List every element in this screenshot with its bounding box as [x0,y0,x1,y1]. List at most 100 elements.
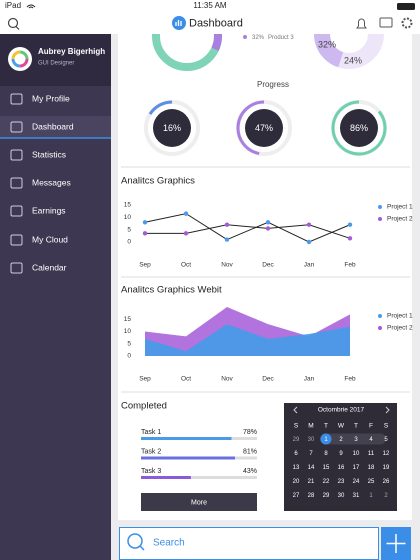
calendar-day[interactable]: 5 [384,437,388,443]
nav-icon [10,205,23,217]
weekday: M [308,423,313,430]
calendar-day[interactable]: 8 [324,451,328,457]
profile-role: GUI Designer [38,61,74,67]
legend-label: Project 1 [387,313,413,320]
x-tick-label: Nov [221,376,233,383]
calendar-day[interactable]: 23 [338,479,345,485]
task-name: Task 2 [141,448,161,455]
progress-label: 86% [350,123,368,133]
x-tick-label: Feb [344,262,356,269]
battery [397,3,415,10]
y-tick-label: 10 [124,214,132,221]
calendar-day[interactable]: 2 [339,437,343,443]
calendar-day[interactable]: 11 [368,451,375,457]
selected-week-bg [320,433,386,445]
chat-icon[interactable] [379,17,393,28]
calendar-day[interactable]: 29 [293,437,300,443]
point [183,211,189,216]
calendar-day[interactable]: 18 [368,465,375,471]
calendar-day[interactable]: 24 [353,479,360,485]
nav-item[interactable]: Earnings [32,205,66,215]
calendar-day[interactable]: 17 [353,465,360,471]
progress-center [245,109,283,147]
x-tick-label: Feb [344,376,356,383]
point [142,231,148,236]
legend-label: Product 3 [268,35,294,41]
point [224,237,230,242]
calendar-day[interactable]: 28 [308,493,315,499]
calendar-day[interactable]: 29 [323,493,330,499]
calendar-day[interactable]: 22 [323,479,330,485]
calendar-day[interactable]: 21 [308,479,315,485]
calendar-day[interactable]: 19 [383,465,390,471]
calendar-next[interactable] [385,406,390,414]
calendar-day[interactable]: 6 [294,451,298,457]
nav-item[interactable]: Statistics [32,149,66,159]
legend-dot [243,35,247,39]
nav-item[interactable]: Dashboard [32,121,74,131]
calendar-day[interactable]: 9 [339,451,343,457]
x-tick-label: Jan [304,376,315,383]
avatar-ring [11,50,29,68]
calendar-day[interactable]: 27 [293,493,300,499]
bell-icon[interactable] [356,18,367,29]
calendar-day[interactable]: 1 [324,437,328,443]
nav-item[interactable]: My Cloud [32,234,68,244]
weekday: W [338,423,345,430]
calendar-title: Octombrie 2017 [318,407,365,414]
calendar-day[interactable]: 3 [354,437,358,443]
nav-item[interactable]: Messages [32,177,71,187]
section-title: Progress [257,80,289,89]
legend-label: Project 2 [387,216,413,223]
y-tick-label: 0 [127,353,131,360]
donut-label: 24% [344,55,362,65]
calendar-day[interactable]: 14 [308,465,315,471]
point [347,222,353,227]
legend-dot [378,205,382,209]
task-bar [141,437,232,440]
search-icon[interactable] [7,17,19,29]
search-box-icon [127,533,143,549]
add-icon [386,534,406,553]
legend-dot [378,326,382,330]
calendar-prev[interactable] [293,406,298,414]
calendar-day[interactable]: 15 [323,465,330,471]
calendar-day[interactable]: 16 [338,465,345,471]
calendar-day[interactable]: 12 [383,451,390,457]
calendar-day[interactable]: 2 [384,493,388,499]
x-tick-label: Jan [304,262,315,269]
search-box-icon-handle [139,545,145,551]
settings-icon[interactable] [401,17,413,29]
calendar-day[interactable]: 4 [369,437,373,443]
nav-item[interactable]: Calendar [32,262,67,272]
x-tick-label: Nov [221,262,233,269]
task-name: Task 1 [141,429,161,436]
calendar-day[interactable]: 25 [368,479,375,485]
nav-item[interactable]: My Profile [32,93,70,103]
point [183,231,189,236]
calendar-day[interactable]: 10 [353,451,360,457]
calendar-day[interactable]: 1 [369,493,373,499]
x-tick-label: Sep [139,376,151,383]
more-button[interactable] [141,493,257,511]
progress-label: 47% [255,123,273,133]
calendar-day[interactable]: 30 [308,437,315,443]
nav-icon [10,93,23,105]
time: 11:35 AM [193,1,227,10]
calendar-day[interactable]: 20 [293,479,300,485]
progress-center [153,109,191,147]
weekday: S [294,423,299,430]
calendar-day[interactable]: 26 [383,479,390,485]
device-label: iPad [5,1,21,10]
task-percent: 81% [243,448,257,455]
x-tick-label: Oct [181,376,191,383]
calendar-day[interactable]: 30 [338,493,345,499]
line [144,213,351,243]
calendar-day[interactable]: 31 [353,493,360,499]
calendar-day[interactable]: 7 [309,451,313,457]
progress-arc [236,100,265,156]
calendar-day[interactable]: 13 [293,465,300,471]
weekday: S [384,423,389,430]
task-percent: 43% [243,468,257,475]
